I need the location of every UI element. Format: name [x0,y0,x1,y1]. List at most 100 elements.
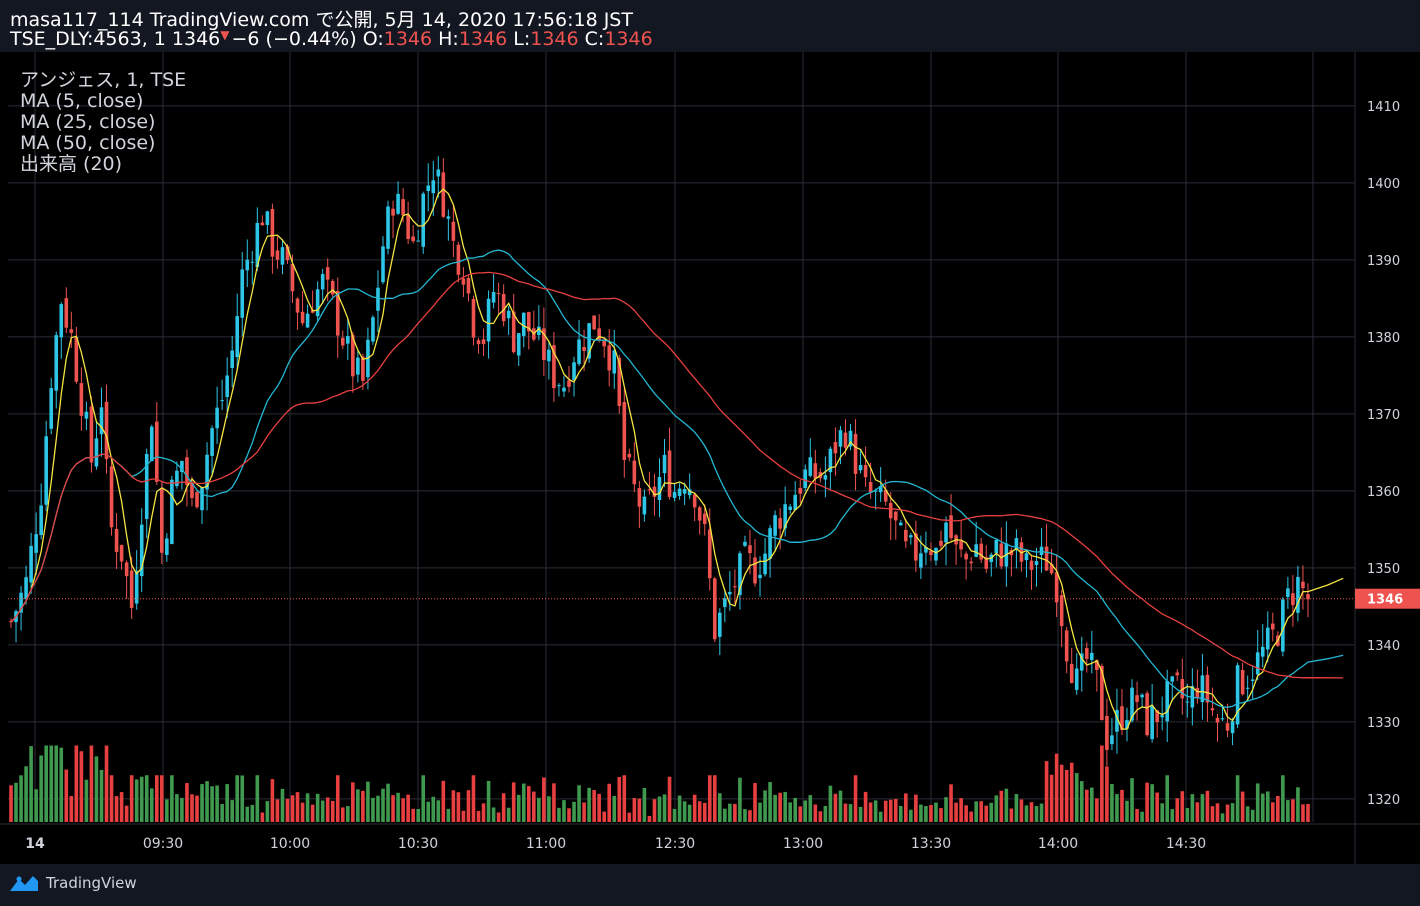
candle-body[interactable] [1115,710,1119,732]
candle-body[interactable] [451,221,456,241]
candle-body[interactable] [49,388,54,429]
candle-body[interactable] [964,553,968,560]
candle-body[interactable] [421,193,426,247]
candle-body[interactable] [833,442,838,454]
candle-body[interactable] [939,540,943,546]
candle-body[interactable] [863,464,868,478]
candle-body[interactable] [19,592,23,613]
candle-body[interactable] [119,544,124,562]
candle-body[interactable] [59,304,64,338]
candle-body[interactable] [637,488,642,507]
candle-body[interactable] [1255,652,1260,675]
candle-body[interactable] [406,214,410,240]
candle-body[interactable] [94,438,99,467]
candle-body[interactable] [808,457,813,476]
candle-body[interactable] [1286,588,1290,597]
candle-body[interactable] [597,328,601,340]
candle-body[interactable] [647,489,652,491]
candle-body[interactable] [1155,710,1159,723]
candle-body[interactable] [843,432,848,448]
candle-body[interactable] [466,277,471,294]
candle-body[interactable] [1296,576,1300,613]
candle-body[interactable] [707,529,712,579]
candle-body[interactable] [753,557,757,584]
candle-body[interactable] [521,312,526,336]
candle-body[interactable] [1270,623,1275,630]
candle-body[interactable] [1069,663,1074,683]
candle-body[interactable] [1235,665,1240,725]
candle-body[interactable] [165,538,169,555]
candle-body[interactable] [24,577,28,600]
candle-body[interactable] [144,453,149,519]
candle-body[interactable] [185,457,189,486]
candle-body[interactable] [1130,687,1134,721]
candle-body[interactable] [567,380,571,387]
candle-body[interactable] [1029,560,1034,570]
candle-body[interactable] [1220,718,1225,720]
candle-body[interactable] [602,340,606,347]
candle-body[interactable] [1054,572,1059,603]
candle-body[interactable] [29,545,33,583]
footer-brand[interactable]: TradingView [8,872,137,894]
candle-body[interactable] [1125,720,1129,729]
candle-body[interactable] [1170,676,1175,682]
candle-body[interactable] [376,287,380,311]
candle-body[interactable] [919,553,923,568]
candle-body[interactable] [79,383,84,416]
candle-body[interactable] [34,534,38,553]
candle-body[interactable] [235,316,240,358]
candle-body[interactable] [1250,679,1255,682]
candle-body[interactable] [672,492,677,498]
candle-body[interactable] [893,511,898,521]
candle-body[interactable] [74,337,79,382]
candle-body[interactable] [64,298,69,328]
candle-body[interactable] [461,278,466,285]
candle-body[interactable] [1059,595,1064,627]
candle-body[interactable] [411,236,415,242]
price-axis[interactable]: 1320 1330 1340 1350 1360 1370 1380 1390 1400 1410 [1367,100,1400,808]
candle-body[interactable] [496,293,501,295]
candle-body[interactable] [54,335,59,391]
candle-body[interactable] [1019,542,1024,562]
candle-body[interactable] [838,430,843,447]
candle-body[interactable] [275,250,280,260]
candle-body[interactable] [1039,546,1044,556]
candle-body[interactable] [858,465,863,471]
candle-body[interactable] [1306,594,1310,600]
candle-body[interactable] [924,547,928,553]
candle-body[interactable] [361,356,365,381]
candle-body[interactable] [330,281,335,295]
candle-body[interactable] [944,522,948,543]
candle-body[interactable] [290,263,295,292]
candle-body[interactable] [959,540,963,550]
candle-body[interactable] [526,312,531,332]
candle-body[interactable] [124,562,129,577]
candle-body[interactable] [652,486,657,497]
candle-body[interactable] [1245,687,1250,689]
candle-body[interactable] [1095,660,1099,670]
candle-body[interactable] [994,539,999,554]
candle-body[interactable] [607,345,612,371]
candle-body[interactable] [798,487,803,494]
candle-body[interactable] [320,274,325,290]
candle-body[interactable] [456,244,461,275]
candle-body[interactable] [255,222,260,268]
candle-body[interactable] [129,570,134,609]
candle-body[interactable] [853,433,858,474]
candle-body[interactable] [1240,669,1245,695]
candle-body[interactable] [768,528,772,559]
candle-body[interactable] [612,350,617,374]
candle-body[interactable] [371,317,375,342]
candle-body[interactable] [516,333,521,356]
candle-body[interactable] [200,487,204,511]
candle-body[interactable] [687,489,692,496]
candle-body[interactable] [486,298,491,342]
candle-body[interactable] [300,311,305,324]
candle-body[interactable] [340,337,345,346]
candle-body[interactable] [471,298,476,338]
candle-body[interactable] [491,292,496,303]
candle-body[interactable] [401,199,405,216]
candle-body[interactable] [888,502,893,519]
candle-body[interactable] [1084,648,1089,659]
candle-body[interactable] [582,346,586,352]
